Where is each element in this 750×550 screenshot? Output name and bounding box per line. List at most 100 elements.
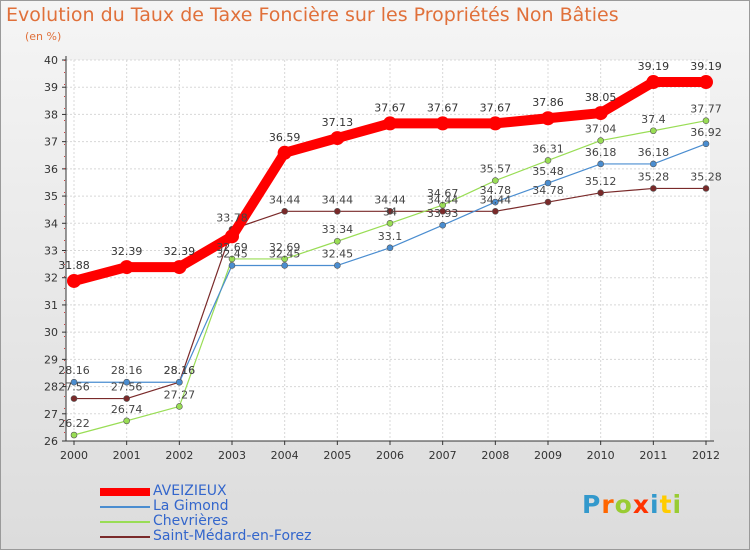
series-point-3 [70, 395, 78, 402]
series-point-1 [492, 198, 499, 206]
y-tick-label: 37 [44, 136, 58, 149]
series-point-2 [281, 255, 288, 263]
data-label: 26.22 [58, 417, 90, 430]
axis-dot [64, 360, 65, 361]
series-point-1 [70, 378, 78, 386]
y-tick-label: 26 [44, 435, 58, 448]
axis-dot [64, 120, 65, 121]
x-tick-label: 2012 [692, 449, 720, 462]
axis-dot [64, 168, 65, 169]
axis-dot [64, 372, 65, 373]
axis-dot [64, 192, 65, 193]
logo-letter: x [632, 490, 650, 519]
legend-label: La Gimond [153, 498, 229, 514]
proxiti-logo: Proxiti [582, 490, 682, 519]
y-tick-label: 40 [44, 54, 58, 67]
data-label: 36.92 [690, 126, 722, 139]
series-point-0 [119, 260, 134, 275]
data-label: 32.69 [216, 241, 248, 254]
data-label: 35.28 [638, 170, 670, 183]
series-point-1 [439, 221, 446, 229]
axis-dot [64, 216, 65, 217]
data-label: 28.16 [164, 364, 196, 377]
y-tick-label: 30 [44, 326, 58, 339]
series-point-2 [544, 157, 552, 164]
data-label: 34 [383, 205, 397, 218]
x-tick-label: 2005 [323, 449, 351, 462]
series-point-2 [70, 431, 78, 439]
legend-item: La Gimond [100, 499, 400, 514]
data-label: 34.44 [269, 193, 301, 206]
logo-letter: P [582, 490, 602, 519]
legend-item: Chevrières [100, 514, 400, 529]
data-label: 33.1 [378, 230, 403, 243]
y-tick-label: 28 [44, 381, 58, 394]
series-point-2 [123, 417, 130, 425]
axis-dot [64, 408, 65, 409]
series-point-1 [123, 378, 130, 386]
axis-dot [64, 432, 65, 433]
axis-dot [64, 60, 65, 61]
series-point-1 [176, 378, 183, 386]
data-label: 32.45 [269, 247, 301, 260]
data-label: 37.67 [374, 101, 406, 114]
data-label: 27.56 [58, 381, 90, 394]
data-label: 36.59 [269, 131, 301, 144]
x-tick-label: 2002 [165, 449, 193, 462]
logo-letter: i [650, 490, 660, 519]
data-label: 34.44 [427, 193, 459, 206]
data-label: 36.31 [532, 142, 564, 155]
data-label: 33.78 [216, 211, 248, 224]
legend-item: AVEIZIEUX [100, 484, 400, 499]
y-tick-label: 36 [44, 163, 58, 176]
axis-dot [64, 204, 65, 205]
x-tick-label: 2009 [534, 449, 562, 462]
axis-dot [64, 276, 65, 277]
legend-label: Saint-Médard-en-Forez [153, 528, 312, 544]
logo-letter: i [672, 490, 683, 519]
data-label: 37.04 [585, 123, 617, 136]
y-tick-label: 31 [44, 299, 58, 312]
data-label: 27.56 [111, 381, 143, 394]
data-label: 34.44 [480, 193, 512, 206]
data-label: 35.57 [480, 163, 512, 176]
data-label: 34.44 [374, 193, 406, 206]
data-label: 26.74 [111, 403, 143, 416]
series-point-3 [334, 208, 341, 215]
series-point-0 [67, 273, 81, 288]
data-label: 28.16 [164, 364, 196, 377]
data-label: 37.86 [532, 96, 564, 109]
axis-dot [64, 132, 65, 133]
series-point-0 [435, 116, 450, 131]
data-label: 34.67 [427, 187, 459, 200]
series-point-0 [383, 116, 397, 131]
data-label: 34.78 [532, 184, 564, 197]
data-label: 33.93 [427, 207, 459, 220]
data-label: 32.69 [269, 241, 301, 254]
axis-dot [64, 84, 65, 85]
axes: 26 27 28 29 30 31 32 33 34 35 36 37 38 39 40 2000 2001 20… [44, 54, 720, 462]
axis-dot [64, 336, 65, 337]
data-label: 28.16 [58, 364, 90, 377]
series-point-1 [544, 179, 552, 187]
legend-item: Saint-Médard-en-Forez [100, 529, 400, 544]
axis-dot [64, 300, 65, 301]
series-point-0 [330, 131, 345, 146]
axis-dot [64, 288, 65, 289]
series-point-2 [650, 127, 657, 135]
data-label: 35.28 [690, 170, 722, 183]
y-tick-label: 27 [44, 408, 58, 421]
data-label: 32.39 [111, 245, 143, 258]
series-point-2 [334, 237, 341, 245]
series-point-2 [228, 255, 236, 263]
y-tick-label: 32 [44, 272, 58, 285]
series-point-2 [597, 137, 604, 144]
series-point-0 [488, 116, 503, 131]
series-point-2 [702, 117, 710, 124]
data-label: 31.88 [58, 259, 90, 272]
data-labels: 31.88 32.39 32.39 36.59 37.13 37.67 37.67 37.67… [58, 60, 722, 430]
x-tick-label: 2007 [429, 449, 457, 462]
data-label: 28.16 [111, 364, 143, 377]
data-label: 36.18 [638, 146, 670, 159]
y-tick-label: 39 [44, 81, 58, 94]
